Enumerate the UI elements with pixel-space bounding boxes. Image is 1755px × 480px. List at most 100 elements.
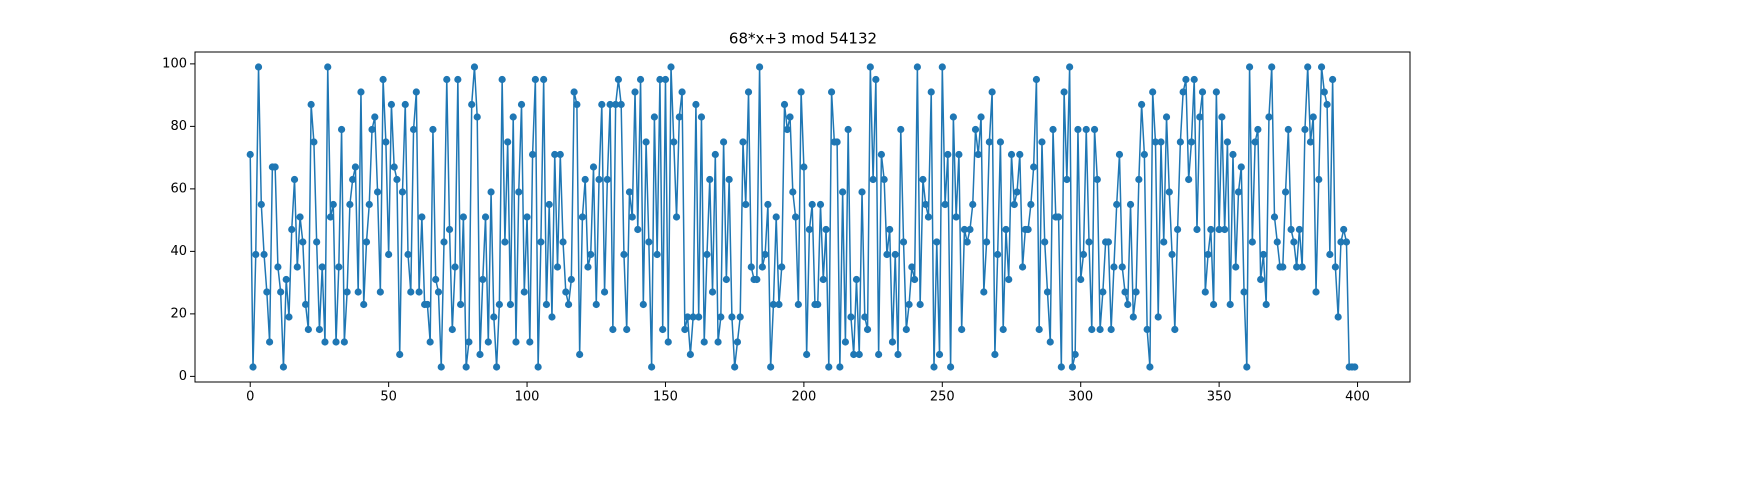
- point: [955, 150, 963, 159]
- point: [753, 275, 761, 284]
- point: [385, 250, 393, 259]
- point: [301, 300, 310, 309]
- point: [747, 263, 755, 271]
- point: [249, 363, 257, 371]
- point: [772, 213, 780, 221]
- point: [390, 163, 398, 171]
- point: [351, 163, 360, 171]
- point: [493, 363, 501, 371]
- point: [1234, 188, 1243, 196]
- y-tick-label: 0: [179, 369, 187, 384]
- y-tick-label: 100: [162, 56, 187, 71]
- point: [1041, 238, 1049, 246]
- series-line: [249, 66, 1355, 368]
- point: [1110, 263, 1118, 271]
- point: [517, 100, 526, 109]
- point: [476, 350, 484, 359]
- point: [454, 75, 462, 84]
- point: [573, 100, 581, 109]
- point: [822, 225, 830, 234]
- point: [938, 63, 946, 71]
- point: [941, 200, 949, 209]
- point: [520, 288, 528, 296]
- point: [1096, 325, 1104, 334]
- point: [564, 300, 573, 309]
- point: [1229, 150, 1237, 159]
- point: [612, 100, 620, 109]
- point: [1057, 363, 1065, 371]
- point: [960, 225, 969, 234]
- point: [440, 238, 448, 246]
- point: [628, 213, 636, 221]
- point: [343, 288, 351, 296]
- point: [1124, 300, 1132, 309]
- point: [985, 138, 993, 146]
- point: [570, 88, 578, 96]
- point: [1326, 250, 1334, 259]
- point: [468, 100, 476, 109]
- point: [731, 363, 739, 371]
- plot-frame: [194, 51, 1411, 383]
- point: [1024, 225, 1032, 234]
- point: [1118, 263, 1126, 271]
- point: [1179, 88, 1187, 96]
- point: [1090, 125, 1099, 134]
- point: [340, 338, 348, 346]
- point: [274, 263, 282, 271]
- point: [288, 225, 296, 234]
- point: [980, 288, 988, 296]
- point: [617, 100, 625, 109]
- point: [609, 325, 617, 334]
- x-tick-label: 150: [653, 390, 678, 405]
- point: [1204, 250, 1212, 259]
- point: [277, 288, 285, 296]
- x-tick-label: 100: [515, 390, 540, 405]
- point: [1126, 200, 1135, 209]
- point: [1099, 288, 1107, 296]
- point: [863, 325, 872, 334]
- point: [360, 300, 368, 309]
- point: [1317, 63, 1326, 71]
- point: [982, 238, 991, 246]
- point: [553, 263, 562, 271]
- point: [329, 200, 337, 209]
- point: [526, 338, 534, 346]
- point: [595, 175, 603, 184]
- point: [994, 250, 1002, 259]
- point: [257, 200, 265, 209]
- point: [490, 313, 498, 321]
- point: [825, 363, 833, 371]
- point: [847, 313, 855, 321]
- point: [1331, 263, 1339, 271]
- point: [764, 200, 772, 209]
- point: [598, 100, 606, 109]
- point: [556, 150, 564, 159]
- point: [1030, 163, 1038, 171]
- point: [1135, 175, 1143, 184]
- point: [252, 250, 260, 259]
- point: [899, 238, 908, 246]
- x-tick-label: 300: [1068, 390, 1093, 405]
- point: [531, 75, 539, 84]
- point: [769, 300, 778, 309]
- point: [589, 163, 598, 171]
- point: [722, 275, 730, 284]
- point: [1334, 313, 1342, 321]
- point: [1329, 75, 1337, 84]
- point: [991, 350, 999, 359]
- point: [1243, 363, 1251, 371]
- point: [1218, 113, 1226, 121]
- point: [791, 213, 800, 221]
- point: [1085, 238, 1093, 246]
- point: [1309, 113, 1317, 121]
- point: [1151, 138, 1160, 146]
- point: [1182, 75, 1190, 84]
- point: [1054, 213, 1063, 221]
- point: [1340, 225, 1348, 234]
- x-tick-label: 200: [791, 390, 816, 405]
- point: [966, 225, 974, 234]
- point: [648, 363, 656, 371]
- point: [1160, 238, 1168, 246]
- point: [924, 213, 933, 221]
